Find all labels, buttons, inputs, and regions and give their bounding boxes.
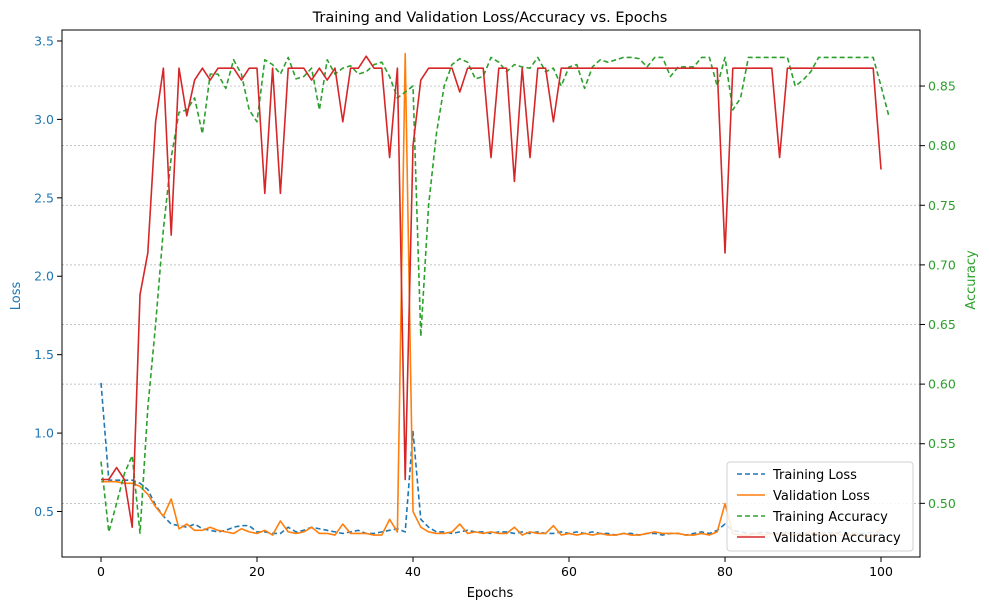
y-left-tick-label-1: 1.0 xyxy=(34,426,54,441)
y-right-tick-label-6: 0.80 xyxy=(928,138,956,153)
legend-label-validation-accuracy: Validation Accuracy xyxy=(773,531,901,546)
x-tick-label-4: 80 xyxy=(717,564,733,579)
y-right-tick-label-0: 0.50 xyxy=(928,496,956,511)
x-axis-label: Epochs xyxy=(467,586,514,601)
x-axis: 0 20 40 60 80 100 xyxy=(97,557,893,579)
y-axis-left: 0.5 1.0 1.5 2.0 2.5 3.0 3.5 xyxy=(34,33,62,519)
y-axis-right-label: Accuracy xyxy=(964,250,979,310)
legend-label-validation-loss: Validation Loss xyxy=(773,489,870,504)
plot-frame xyxy=(61,29,921,558)
y-left-tick-label-4: 2.5 xyxy=(34,190,54,205)
x-tick-label-2: 40 xyxy=(405,564,421,579)
y-left-tick-label-6: 3.5 xyxy=(34,33,54,48)
legend-box xyxy=(726,461,914,552)
y-right-tick-label-5: 0.75 xyxy=(928,198,956,213)
y-left-tick-label-3: 2.0 xyxy=(34,269,54,284)
series-validation-accuracy xyxy=(101,55,882,528)
legend: Training Loss Validation Loss Training A… xyxy=(726,461,914,552)
x-tick-label-5: 100 xyxy=(869,564,893,579)
y-left-tick-label-0: 0.5 xyxy=(34,504,54,519)
y-right-tick-label-7: 0.85 xyxy=(928,79,956,94)
y-left-tick-label-5: 3.0 xyxy=(34,112,54,127)
x-tick-label-3: 60 xyxy=(561,564,577,579)
series-training-accuracy xyxy=(100,56,890,534)
x-tick-label-1: 20 xyxy=(249,564,265,579)
y-right-tick-label-3: 0.65 xyxy=(928,317,956,332)
y-right-tick-label-1: 0.55 xyxy=(928,436,956,451)
x-tick-label-0: 0 xyxy=(97,564,105,579)
legend-label-training-loss: Training Loss xyxy=(772,468,857,483)
chart-title: Training and Validation Loss/Accuracy vs… xyxy=(312,10,668,26)
y-axis-right: 0.50 0.55 0.60 0.65 0.70 0.75 0.80 0.85 xyxy=(920,79,956,511)
y-left-tick-label-2: 1.5 xyxy=(34,347,54,362)
legend-label-training-accuracy: Training Accuracy xyxy=(772,510,888,525)
grid-layer xyxy=(62,85,920,504)
y-right-tick-label-4: 0.70 xyxy=(928,257,956,272)
y-right-tick-label-2: 0.60 xyxy=(928,377,956,392)
y-axis-left-label: Loss xyxy=(9,282,24,311)
